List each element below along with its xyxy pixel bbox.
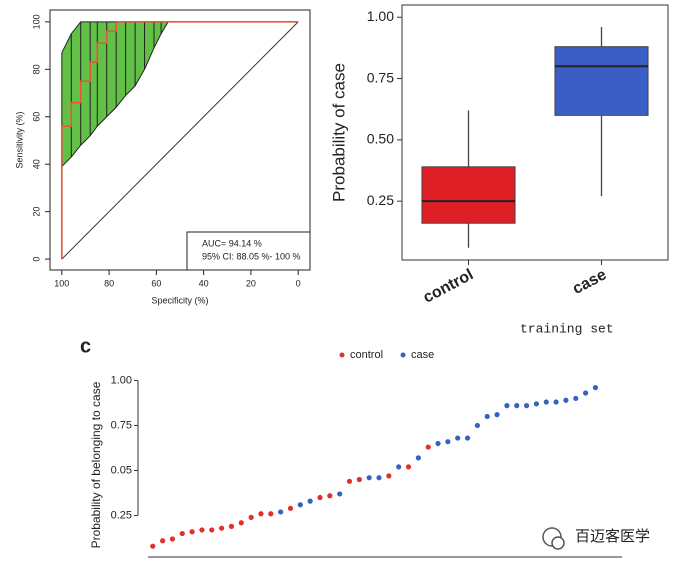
legend-label: case: [411, 349, 434, 361]
y-tick-label: 0.05: [111, 464, 132, 476]
x-tick-label: 40: [199, 278, 209, 288]
point: [297, 502, 303, 508]
diagonal: [61, 21, 299, 260]
ci-band: [90, 21, 98, 136]
point: [543, 399, 549, 405]
point: [268, 511, 274, 517]
point: [396, 464, 402, 470]
point: [494, 412, 500, 418]
point: [523, 403, 530, 409]
box: [421, 166, 516, 224]
x-tick-label: 80: [104, 278, 114, 288]
x-tick-label: 100: [54, 278, 69, 288]
point: [484, 413, 490, 420]
annotation: training set: [520, 321, 614, 336]
x-tick-label: 20: [246, 278, 256, 288]
point: [337, 491, 343, 497]
point: [366, 475, 372, 481]
y-tick-label: 20: [31, 207, 41, 217]
point: [405, 464, 412, 470]
point: [248, 514, 254, 520]
y-tick-label: 0: [31, 257, 41, 262]
point: [592, 385, 599, 391]
point: [455, 435, 461, 441]
point: [179, 530, 185, 537]
point: [514, 403, 520, 409]
point: [169, 536, 176, 542]
ci-band: [154, 21, 162, 48]
annotation: 95% CI: 88.05 %- 100 %: [202, 251, 301, 261]
point: [199, 527, 205, 533]
point: [376, 475, 382, 481]
point: [583, 390, 589, 396]
point: [504, 403, 510, 409]
point: [317, 494, 323, 501]
panel-label: c: [80, 335, 91, 357]
legend-marker: [339, 352, 345, 358]
point: [287, 505, 294, 511]
point: [445, 439, 451, 445]
ci-band: [106, 21, 117, 117]
point: [209, 527, 215, 533]
point: [415, 455, 421, 461]
plot-frame: [49, 9, 311, 271]
x-tick-label: 0: [296, 278, 301, 288]
point: [386, 473, 392, 479]
box: [554, 46, 649, 116]
ci-band: [144, 21, 154, 70]
y-tick-label: 0.75: [111, 419, 132, 431]
ci-band: [80, 21, 91, 146]
point: [189, 529, 195, 535]
roc-curve: [61, 21, 299, 260]
ci-band: [61, 33, 72, 167]
x-axis-label: Specificity (%): [151, 295, 208, 305]
point: [573, 395, 579, 402]
point: [238, 520, 244, 526]
point: [346, 478, 353, 484]
point: [425, 444, 431, 450]
y-tick-label: 0.75: [367, 69, 394, 85]
y-tick-label: 0.25: [367, 192, 394, 208]
point: [159, 538, 166, 544]
point: [553, 399, 559, 405]
point: [258, 511, 264, 517]
y-tick-label: 0.25: [111, 509, 132, 521]
point: [474, 422, 480, 429]
x-tick-label: 60: [151, 278, 161, 288]
point: [356, 476, 362, 483]
y-tick-label: 60: [31, 112, 41, 122]
point: [533, 401, 540, 407]
legend-marker: [400, 352, 406, 358]
point: [307, 498, 313, 504]
ci-band: [71, 21, 81, 158]
y-axis-label: Sensitivity (%): [14, 111, 24, 168]
annotation: AUC= 94.14 %: [202, 238, 262, 248]
y-axis-label: Probability of case: [329, 63, 348, 202]
legend-label: control: [350, 349, 383, 361]
point: [327, 493, 333, 499]
annotation-box: [186, 231, 311, 271]
ci-band: [135, 21, 145, 86]
point: [150, 543, 156, 549]
ci-band: [116, 21, 126, 108]
y-tick-label: 100: [31, 14, 41, 29]
ci-band: [97, 21, 107, 127]
watermark: 百迈客医学: [575, 528, 650, 545]
point: [219, 525, 225, 531]
point: [464, 435, 471, 441]
point: [228, 523, 235, 529]
y-tick-label: 1.00: [111, 374, 132, 386]
ci-band: [125, 21, 136, 96]
y-axis-label: Probability of belonging to case: [89, 381, 103, 548]
y-tick-label: 0.50: [367, 131, 394, 147]
y-tick-label: 1.00: [367, 8, 394, 24]
y-tick-label: 80: [31, 64, 41, 74]
point: [563, 397, 569, 403]
point: [435, 440, 441, 447]
point: [278, 509, 284, 515]
plot-frame: [401, 4, 669, 261]
watermark-icon: [542, 527, 565, 550]
y-tick-label: 40: [31, 159, 41, 169]
